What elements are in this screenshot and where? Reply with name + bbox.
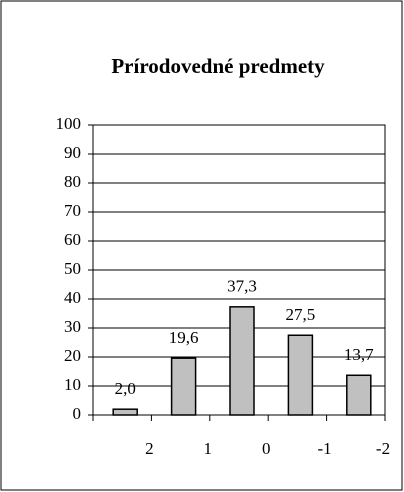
y-tick-label: 90 bbox=[64, 143, 81, 162]
bar bbox=[112, 408, 138, 416]
y-tick-label: 50 bbox=[64, 259, 81, 278]
data-label: 13,7 bbox=[344, 345, 374, 364]
bar bbox=[170, 357, 197, 416]
x-tick-label: 0 bbox=[262, 439, 271, 458]
x-tick-label: -2 bbox=[376, 439, 390, 458]
y-tick-label: 80 bbox=[64, 172, 81, 191]
y-tick-label: 70 bbox=[64, 201, 81, 220]
data-label: 2,0 bbox=[115, 379, 136, 398]
data-label: 19,6 bbox=[169, 328, 199, 347]
y-tick-label: 100 bbox=[56, 114, 82, 133]
x-tick-label: 2 bbox=[145, 439, 154, 458]
bar bbox=[287, 334, 314, 416]
y-tick-label: 20 bbox=[64, 346, 81, 365]
chart-title: Prírodovedné predmety bbox=[111, 54, 325, 78]
x-tick-label: -1 bbox=[318, 439, 332, 458]
bar bbox=[346, 374, 372, 416]
y-tick-label: 0 bbox=[73, 404, 82, 423]
y-tick-label: 60 bbox=[64, 230, 81, 249]
data-label: 27,5 bbox=[286, 305, 316, 324]
x-tick-label: 1 bbox=[204, 439, 213, 458]
data-label: 37,3 bbox=[227, 277, 257, 296]
y-tick-label: 40 bbox=[64, 288, 81, 307]
y-tick-label: 30 bbox=[64, 317, 81, 336]
y-tick-label: 10 bbox=[64, 375, 81, 394]
bar bbox=[229, 306, 255, 416]
